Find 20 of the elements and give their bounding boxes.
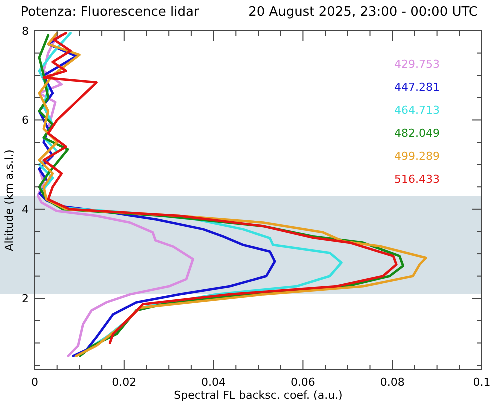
y-tick-label: 2	[22, 292, 29, 306]
y-axis-title: Altitude (km a.s.l.)	[3, 150, 16, 252]
text: 447.281	[394, 81, 440, 94]
text: 482.049	[394, 127, 440, 140]
x-tick-label: 0.08	[380, 376, 405, 389]
x-tick-label: 0	[32, 376, 38, 389]
x-tick-label: 0.02	[112, 376, 137, 389]
y-tick-label: 6	[22, 114, 29, 128]
text: 429.753	[394, 58, 440, 71]
x-tick-label: 0.1	[473, 376, 491, 389]
y-tick-label: 8	[22, 25, 29, 38]
text: 516.433	[394, 173, 440, 186]
chart-title: Potenza: Fluorescence lidar	[20, 5, 200, 20]
text: 499.289	[394, 150, 440, 163]
text: 464.713	[394, 104, 440, 117]
chart-subtitle: 20 August 2025, 23:00 - 00:00 UTC	[248, 5, 478, 20]
x-tick-label: 0.06	[290, 376, 316, 389]
x-axis-title: Spectral FL backsc. coef. (a.u.)	[174, 389, 343, 402]
x-tick-label: 0.04	[202, 376, 226, 389]
y-tick-label: 4	[22, 203, 29, 216]
